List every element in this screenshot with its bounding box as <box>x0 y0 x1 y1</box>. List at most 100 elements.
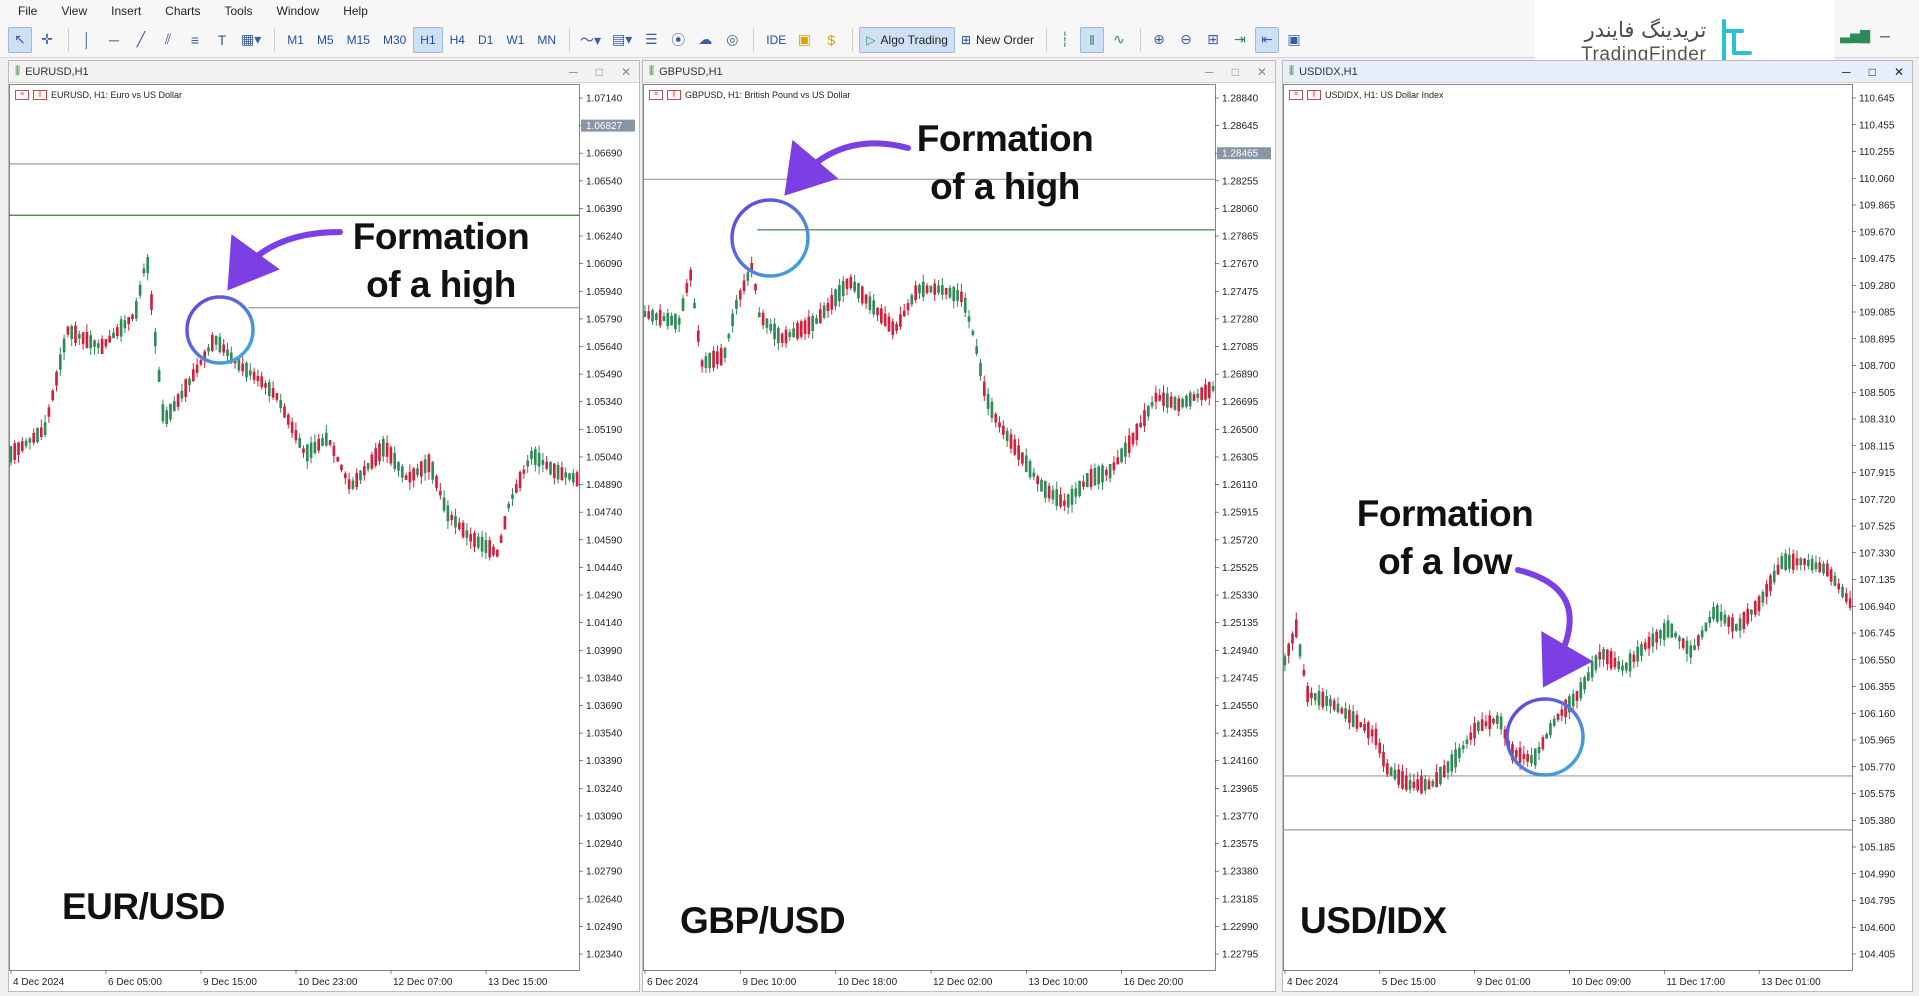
vertical-line-icon[interactable]: │ <box>82 31 92 48</box>
channel-icon[interactable]: ⫽ <box>164 31 172 47</box>
candle-body <box>1678 636 1681 642</box>
timeframe-m15[interactable]: M15 <box>346 32 370 47</box>
chart-window-titlebar[interactable]: ⫼ EURUSD,H1 ─ □ ✕ <box>9 61 639 83</box>
candle-body <box>1837 583 1841 590</box>
candle-body <box>374 448 378 466</box>
candle-body <box>1104 469 1108 476</box>
cloud-icon[interactable]: ☁ <box>698 31 713 47</box>
candle-body <box>1700 630 1704 638</box>
candle-body <box>780 333 784 344</box>
candle-body <box>336 456 340 462</box>
minimize-icon[interactable]: ─ <box>1842 65 1851 79</box>
price-tick-label: 106.745 <box>1859 629 1896 640</box>
close-icon[interactable]: ✕ <box>1256 65 1267 79</box>
maximize-icon[interactable]: □ <box>595 65 603 79</box>
trendline-icon[interactable]: ╱ <box>136 31 146 47</box>
zoom-in-icon[interactable]: ⊕ <box>1153 31 1165 47</box>
candle-body <box>1477 721 1480 732</box>
candle-body <box>1560 709 1564 716</box>
timeframe-d1[interactable]: D1 <box>477 32 494 47</box>
candle-body <box>36 428 39 442</box>
candle-body <box>651 310 654 322</box>
fibonacci-icon[interactable]: ≡ <box>190 31 200 48</box>
cursor-icon[interactable]: ↖ <box>8 26 32 53</box>
minimize-icon[interactable]: ─ <box>1205 65 1214 79</box>
candle-body <box>1788 554 1791 569</box>
close-icon[interactable]: ✕ <box>620 65 631 79</box>
timeframe-w1[interactable]: W1 <box>506 32 525 47</box>
ide-button[interactable]: IDE <box>760 27 792 53</box>
timeframe-h4[interactable]: H4 <box>449 32 465 47</box>
tile-windows-icon[interactable]: ⊞ <box>1207 31 1219 47</box>
timeframe-mn[interactable]: MN <box>537 32 556 47</box>
zoom-out-icon[interactable]: ⊖ <box>1180 31 1192 47</box>
candle-body <box>902 310 906 317</box>
minimize-icon[interactable]: ─ <box>1880 28 1890 44</box>
price-tick-label: 1.24940 <box>1222 646 1259 657</box>
candle-body <box>492 546 495 556</box>
candle-body <box>712 350 715 368</box>
price-tick-label: 1.03240 <box>586 784 623 795</box>
candle-body <box>1814 562 1818 570</box>
candle-body <box>1348 709 1351 723</box>
chart-window-eurusd[interactable]: ⫼ EURUSD,H1 ─ □ ✕ 1.07140 1.06827 1.06690 1… <box>8 60 640 992</box>
candlestick-icon[interactable]: ‖ <box>1080 26 1105 53</box>
candle-body <box>165 410 169 424</box>
line-chart-icon[interactable]: ∿ <box>1113 31 1125 47</box>
menu-file[interactable]: File <box>18 4 38 18</box>
candle-body <box>1070 488 1074 505</box>
candle-body <box>963 297 967 313</box>
chart-window-title: GBPUSD,H1 <box>659 65 723 78</box>
shapes-icon[interactable]: ▦▾ <box>241 31 262 47</box>
timeframe-m1[interactable]: M1 <box>287 32 304 47</box>
chart-window-titlebar[interactable]: ⫼ USDIDX,H1 ─ □ ✕ <box>1283 61 1912 83</box>
chart-window-usdidx[interactable]: ⫼ USDIDX,H1 ─ □ ✕ 110.645 110.455 110.255 1… <box>1282 60 1913 992</box>
menu-help[interactable]: Help <box>343 4 368 18</box>
coin-icon[interactable]: $ <box>827 31 836 48</box>
candle-body <box>1040 479 1043 492</box>
candle-body <box>803 320 807 335</box>
new-order-button[interactable]: ⊞ New Order <box>955 27 1040 53</box>
market-icon[interactable]: ◎ <box>726 31 739 47</box>
price-tick-label: 1.03840 <box>586 673 623 684</box>
bar-chart-icon[interactable]: ┆ <box>1060 31 1070 47</box>
screenshot-icon[interactable]: ▣ <box>1287 31 1301 47</box>
timeframe-h1[interactable]: H1 <box>413 26 443 53</box>
maximize-icon[interactable]: □ <box>1868 65 1876 79</box>
menu-tools[interactable]: Tools <box>224 4 253 18</box>
crosshair-icon[interactable]: ✛ <box>41 31 53 47</box>
autoscroll-icon[interactable]: ☰ <box>645 31 658 47</box>
chart-type-icon[interactable]: 〜▾ <box>580 31 602 48</box>
candle-body <box>1124 442 1127 457</box>
menu-charts[interactable]: Charts <box>165 4 201 18</box>
candle-body <box>465 530 469 538</box>
chart-table-icon: ≡ <box>649 90 663 100</box>
maximize-icon[interactable]: □ <box>1231 65 1239 79</box>
timeframe-m5[interactable]: M5 <box>316 32 334 47</box>
price-chart[interactable]: 110.645 110.455 110.255 110.060 109.865 109.6… <box>1283 84 1912 992</box>
minimize-icon[interactable]: ─ <box>569 65 578 79</box>
chart-window-titlebar[interactable]: ⫼ GBPUSD,H1 ─ □ ✕ <box>643 61 1275 83</box>
autoscroll-chart-icon[interactable]: ⇤ <box>1255 26 1280 53</box>
algo-trading-button[interactable]: ▷ Algo Trading <box>859 26 955 53</box>
menu-insert[interactable]: Insert <box>111 4 142 18</box>
horizontal-line-icon[interactable]: ─ <box>109 31 119 48</box>
price-chart[interactable]: 1.28840 1.28645 1.28465 1.28255 1.28060 1.278… <box>643 84 1275 992</box>
candle-body <box>1628 653 1632 672</box>
candle-body <box>1590 661 1594 678</box>
timeframe-m30[interactable]: M30 <box>382 32 407 47</box>
candle-body <box>696 330 700 342</box>
lock-icon[interactable]: ▣ <box>797 31 811 47</box>
chart-shift-icon[interactable]: ⇥ <box>1234 31 1246 47</box>
close-icon[interactable]: ✕ <box>1893 65 1904 79</box>
text-tool-icon[interactable]: T <box>217 31 227 48</box>
candle-body <box>294 430 298 441</box>
annotation-line-2: of a high <box>366 264 516 305</box>
candle-body <box>826 302 830 312</box>
menu-window[interactable]: Window <box>276 4 320 18</box>
signals-icon[interactable]: ⦿ <box>671 31 686 48</box>
indicators-icon[interactable]: ▤▾ <box>612 31 633 47</box>
candle-body <box>1287 643 1291 656</box>
price-tick-label: 1.28840 <box>1222 94 1259 105</box>
menu-view[interactable]: View <box>61 4 88 18</box>
